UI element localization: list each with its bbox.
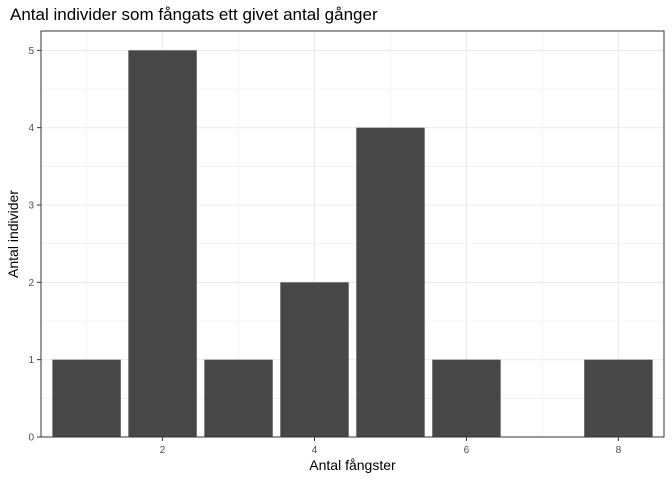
x-axis-title: Antal fångster <box>309 457 396 473</box>
y-tick-label: 2 <box>28 278 34 289</box>
y-axis-title: Antal individer <box>5 190 21 278</box>
panel-border <box>40 30 665 438</box>
bar-1 <box>52 359 121 437</box>
x-axis-ticks: 2 4 6 8 <box>160 437 622 456</box>
x-tick-label: 4 <box>312 445 318 456</box>
bar-4 <box>280 282 349 437</box>
y-tick-label: 3 <box>28 201 34 212</box>
bars <box>52 50 653 438</box>
bar-5 <box>356 127 425 438</box>
x-tick-label: 2 <box>160 445 166 456</box>
y-tick-label: 4 <box>28 123 34 134</box>
y-tick-label: 1 <box>28 355 34 366</box>
y-axis-ticks: 0 1 2 3 4 5 <box>28 46 41 444</box>
x-tick-label: 8 <box>616 445 622 456</box>
y-tick-label: 0 <box>28 433 34 444</box>
bar-3 <box>204 359 273 437</box>
x-tick-label: 6 <box>464 445 470 456</box>
bar-6 <box>432 359 501 437</box>
bar-8 <box>584 359 653 437</box>
bar-2 <box>128 50 197 437</box>
y-tick-label: 5 <box>28 46 34 57</box>
chart-title: Antal individer som fångats ett givet an… <box>10 5 378 24</box>
